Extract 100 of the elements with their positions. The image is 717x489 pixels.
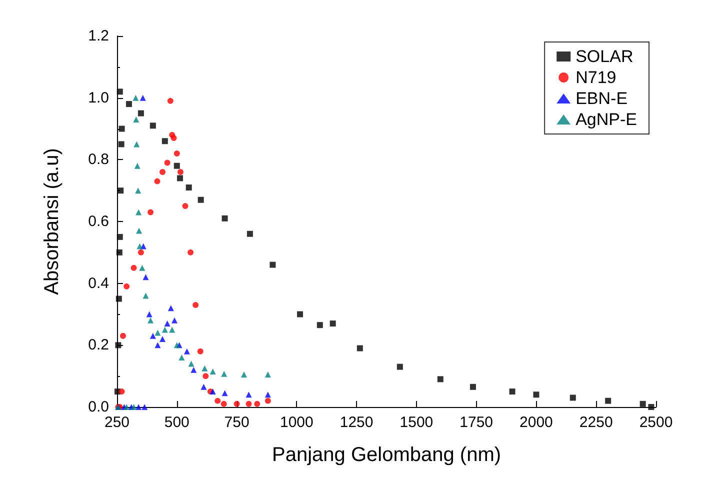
x-tick-label: 1750 bbox=[460, 414, 494, 431]
point bbox=[533, 392, 540, 398]
point bbox=[234, 400, 240, 407]
x-axis-title: Panjang Gelombang (nm) bbox=[272, 444, 502, 466]
point bbox=[246, 230, 253, 237]
point bbox=[190, 366, 197, 373]
y-tick-label: 0.6 bbox=[88, 213, 109, 230]
point bbox=[118, 126, 125, 132]
point bbox=[330, 320, 336, 327]
point bbox=[188, 360, 194, 367]
point bbox=[171, 317, 178, 324]
point bbox=[162, 326, 168, 333]
point bbox=[139, 264, 146, 271]
point bbox=[221, 370, 228, 377]
point bbox=[222, 215, 228, 222]
y-tick-label: 0.2 bbox=[88, 336, 109, 354]
point bbox=[160, 169, 166, 176]
point bbox=[200, 384, 207, 390]
point bbox=[150, 332, 156, 339]
point bbox=[220, 400, 227, 407]
point bbox=[118, 188, 124, 194]
point bbox=[164, 160, 170, 166]
point bbox=[154, 330, 161, 336]
point bbox=[297, 311, 304, 318]
point bbox=[142, 404, 148, 410]
x-tick-label: 2000 bbox=[520, 414, 553, 431]
point bbox=[133, 116, 140, 122]
point bbox=[136, 228, 142, 234]
point bbox=[164, 320, 170, 327]
point bbox=[167, 98, 174, 104]
x-tick-label: 1500 bbox=[400, 414, 434, 431]
x-tick-label: 1250 bbox=[340, 414, 374, 431]
point bbox=[214, 398, 221, 404]
x-tick-label: 2500 bbox=[639, 414, 673, 431]
point bbox=[142, 274, 149, 280]
x-tick-label: 500 bbox=[164, 414, 190, 431]
point bbox=[202, 373, 209, 380]
y-axis-title: Absorbansi (a.u) bbox=[41, 148, 63, 295]
x-tick-label: 250 bbox=[104, 414, 130, 431]
point bbox=[120, 332, 126, 339]
legend-label: SOLAR bbox=[576, 47, 634, 66]
point bbox=[174, 162, 180, 169]
legend-label: N719 bbox=[576, 68, 616, 87]
point bbox=[264, 392, 271, 398]
point bbox=[146, 311, 152, 318]
point bbox=[210, 368, 216, 374]
point bbox=[174, 342, 180, 348]
point bbox=[605, 398, 612, 404]
point bbox=[246, 392, 252, 398]
point bbox=[168, 305, 174, 312]
point bbox=[138, 110, 144, 116]
point bbox=[648, 404, 654, 410]
point bbox=[134, 141, 140, 148]
point bbox=[264, 372, 271, 378]
point bbox=[178, 354, 185, 361]
y-tick-label: 0.0 bbox=[88, 398, 109, 416]
point bbox=[198, 196, 204, 203]
point bbox=[246, 400, 252, 407]
point bbox=[162, 138, 168, 144]
point bbox=[135, 188, 142, 194]
point bbox=[154, 178, 160, 184]
point bbox=[240, 372, 247, 378]
point bbox=[130, 404, 137, 410]
point bbox=[264, 398, 271, 404]
point bbox=[118, 141, 124, 148]
point bbox=[222, 390, 228, 396]
point bbox=[202, 365, 208, 372]
x-tick-label: 2250 bbox=[579, 414, 613, 431]
point bbox=[509, 388, 516, 395]
point bbox=[136, 243, 143, 250]
point bbox=[116, 234, 123, 240]
point bbox=[170, 135, 177, 142]
point bbox=[316, 322, 323, 328]
point bbox=[132, 94, 139, 101]
point bbox=[210, 388, 216, 395]
point bbox=[437, 376, 444, 382]
point bbox=[140, 94, 146, 101]
point bbox=[126, 101, 132, 108]
point bbox=[124, 283, 130, 290]
legend-label: EBN-E bbox=[576, 89, 628, 108]
y-tick-label: 1.2 bbox=[88, 28, 109, 44]
point bbox=[116, 296, 122, 302]
point bbox=[138, 249, 144, 256]
y-tick-label: 0.8 bbox=[88, 151, 109, 168]
point bbox=[192, 302, 199, 308]
point bbox=[640, 400, 646, 407]
point bbox=[148, 317, 154, 324]
point bbox=[570, 394, 576, 401]
point bbox=[160, 336, 166, 342]
point bbox=[115, 342, 122, 348]
legend-label: AgNP-E bbox=[576, 110, 638, 129]
point bbox=[254, 400, 260, 407]
point bbox=[124, 404, 130, 410]
point bbox=[186, 184, 192, 190]
point bbox=[134, 162, 140, 169]
y-tick-label: 0.4 bbox=[88, 274, 109, 292]
point bbox=[150, 122, 156, 129]
point bbox=[184, 348, 190, 354]
point bbox=[177, 169, 184, 176]
point bbox=[116, 249, 122, 256]
